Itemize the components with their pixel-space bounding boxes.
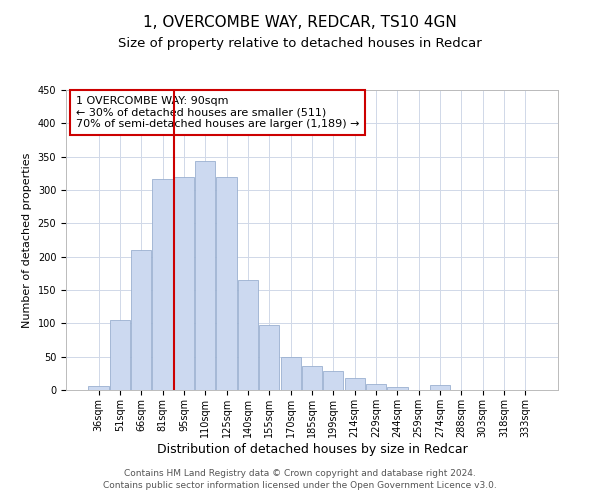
Text: Contains HM Land Registry data © Crown copyright and database right 2024.
Contai: Contains HM Land Registry data © Crown c… — [103, 468, 497, 490]
Bar — [238, 280, 258, 390]
Bar — [430, 386, 450, 390]
Bar — [217, 178, 237, 390]
Bar — [110, 320, 130, 390]
Text: 1 OVERCOMBE WAY: 90sqm
← 30% of detached houses are smaller (511)
70% of semi-de: 1 OVERCOMBE WAY: 90sqm ← 30% of detached… — [76, 96, 359, 129]
Bar — [323, 370, 343, 390]
Bar — [344, 378, 365, 390]
Bar — [152, 180, 173, 390]
Bar — [366, 384, 386, 390]
Bar — [281, 356, 301, 390]
Y-axis label: Number of detached properties: Number of detached properties — [22, 152, 32, 328]
Text: 1, OVERCOMBE WAY, REDCAR, TS10 4GN: 1, OVERCOMBE WAY, REDCAR, TS10 4GN — [143, 15, 457, 30]
Bar — [131, 250, 151, 390]
Text: Size of property relative to detached houses in Redcar: Size of property relative to detached ho… — [118, 38, 482, 51]
Bar — [195, 162, 215, 390]
Bar — [302, 366, 322, 390]
Bar — [387, 386, 407, 390]
Bar — [88, 386, 109, 390]
Bar — [259, 326, 280, 390]
Bar — [174, 178, 194, 390]
X-axis label: Distribution of detached houses by size in Redcar: Distribution of detached houses by size … — [157, 442, 467, 456]
